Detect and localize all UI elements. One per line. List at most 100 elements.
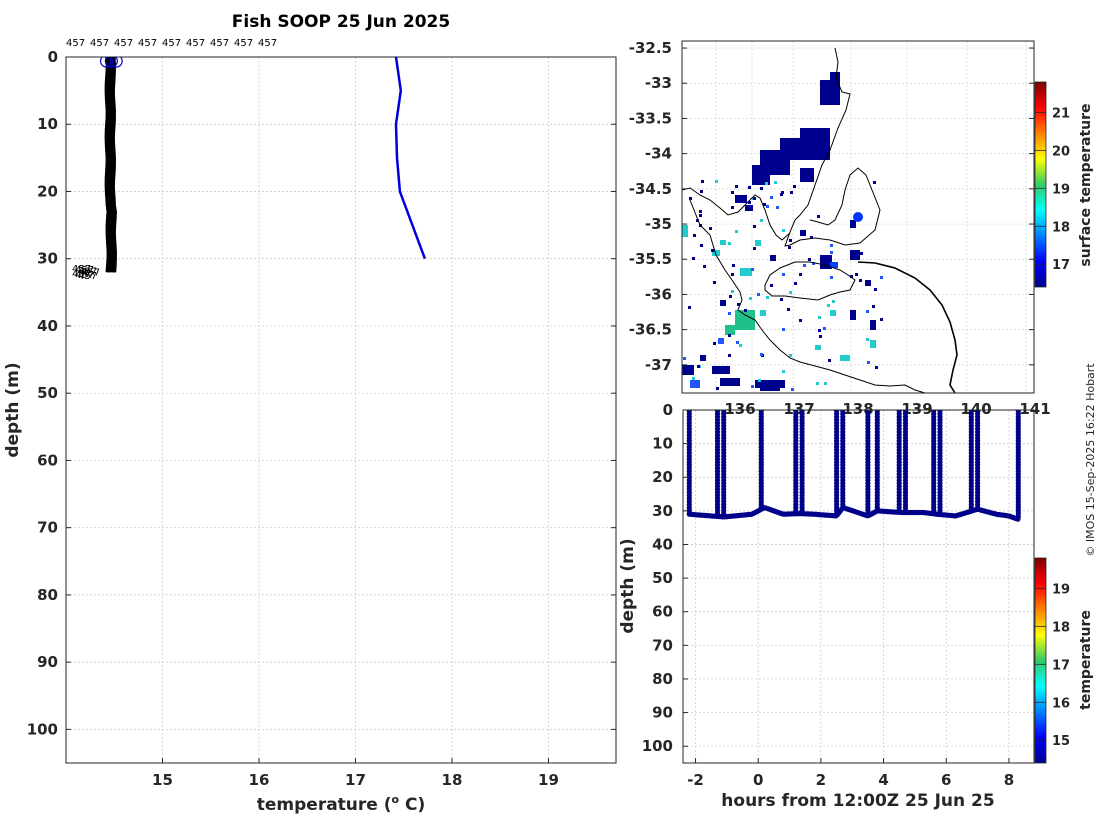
sst-pixel (760, 219, 763, 222)
sst-pixel (867, 361, 870, 364)
sst-pixel-patch (712, 366, 730, 374)
sst-pixel-patch (740, 268, 752, 276)
coastline-gulfs (784, 47, 881, 247)
timeseries-y-tick-label: 20 (652, 468, 673, 486)
sst-pixel (850, 275, 853, 278)
sst-pixel-patch (725, 325, 735, 335)
sst-pixel-patch (850, 220, 856, 228)
sst-pixel (874, 288, 877, 291)
sst-pixel-patch (735, 310, 755, 330)
sst-pixel (753, 197, 756, 200)
sst-pixel (812, 262, 815, 265)
timeseries-x-tick-label: 4 (878, 771, 888, 789)
profile-top-labels: 457 457 457 457 457 457 457 457 457 (66, 38, 277, 49)
map-y-ticks: -32.5 -33 -33.5 -34 -34.5 -35 -35.5 -36 -36.5 -37 (629, 39, 1034, 374)
profile-y-tick-label: 40 (37, 317, 58, 335)
profile-id-label: 457 (186, 38, 205, 49)
timeseries-y-tick-label: 90 (652, 704, 673, 722)
sst-pixel (866, 338, 869, 341)
timeseries-y-tick-label: 10 (652, 435, 673, 453)
colorbar-tick-label: 21 (1052, 106, 1070, 121)
sst-pixel (774, 181, 777, 184)
sst-pixel (791, 388, 794, 391)
timeseries-cast-point (758, 504, 764, 511)
sst-pixel (748, 201, 751, 204)
sst-pixel (731, 191, 734, 194)
coastline-coorong (857, 261, 958, 393)
sst-pixel (709, 227, 712, 230)
map-axes-frame (681, 40, 1035, 394)
sst-pixel (713, 281, 716, 284)
profile-end-label: 457 (72, 264, 91, 275)
map-y-tick-label: -36 (645, 285, 672, 303)
sst-pixel (827, 304, 830, 307)
sst-pixel-patch (820, 255, 832, 269)
sst-pixel-patch (720, 378, 740, 386)
timeseries-cast-point (931, 510, 937, 517)
profile-x-tick-label: 15 (152, 771, 173, 789)
sst-pixel (789, 239, 792, 242)
sst-pixel-patch (690, 380, 700, 388)
sst-pixel (692, 257, 695, 260)
sst-pixel (729, 295, 732, 298)
timeseries-x-tick-label: 0 (753, 771, 763, 789)
profile-y-tick-label: 50 (37, 384, 58, 402)
sst-pixel-patch (752, 165, 770, 185)
sst-pixel (757, 293, 760, 296)
timeseries-y-tick-label: 40 (652, 535, 673, 553)
colorbar-tick-label: 15 (1052, 734, 1070, 749)
sst-pixel (728, 312, 731, 315)
profile-x-label: temperature (o C) (257, 793, 426, 815)
sst-pixel (699, 210, 702, 213)
sst-pixel-patch (850, 310, 856, 320)
sst-pixel (763, 203, 766, 206)
timeseries-cast-point (714, 510, 721, 517)
sst-pixel (810, 236, 813, 239)
sst-pixel (711, 249, 714, 252)
sst-pixel (787, 308, 790, 311)
sst-pixel-patch (830, 310, 836, 316)
sst-pixel (703, 265, 706, 268)
coastline-eyre (682, 187, 791, 241)
timeseries-cast-point (1015, 514, 1021, 520)
sst-pixel (697, 365, 700, 368)
timeseries-cast-point (840, 504, 846, 511)
timeseries-colorbar (1034, 557, 1047, 764)
profile-y-ticks: 0 10 20 30 40 50 60 70 80 90 100 (27, 48, 616, 738)
colorbar-tick-label: 17 (1052, 258, 1070, 273)
map-x-tick-label: 137 (783, 400, 814, 418)
profile-y-label: depth (m) (3, 362, 23, 457)
timeseries-y-tick-label: 50 (652, 569, 673, 587)
sst-pixel (818, 316, 821, 319)
timeseries-cast-point (874, 507, 880, 514)
timeseries-cast-point (686, 510, 692, 517)
sst-pixel (817, 215, 820, 218)
profile-panel: Fish SOOP 25 Jun 2025 15 16 17 18 19 0 10 20 30… (3, 12, 617, 815)
timeseries-cast-point (975, 504, 981, 511)
profile-start-marker (109, 57, 123, 68)
timeseries-cast-point (834, 510, 840, 517)
sst-pixel (782, 370, 785, 373)
sst-pixel (732, 264, 735, 267)
map-y-tick-label: -35 (645, 215, 672, 233)
timeseries-cast-point (968, 507, 974, 514)
timeseries-x-tick-label: 2 (816, 771, 826, 789)
timeseries-y-tick-label: 80 (652, 670, 673, 688)
sst-pixel (790, 191, 793, 194)
sst-pixel-patch (735, 195, 747, 203)
timeseries-axes-frame (682, 409, 1035, 764)
sst-pixel (696, 219, 699, 222)
sst-pixel (823, 327, 826, 330)
sst-pixel-patch (770, 255, 776, 261)
profile-axes-frame (65, 56, 617, 764)
sst-pixel-patch (780, 138, 830, 160)
sst-pixel-patch (800, 168, 814, 182)
map-y-tick-label: -34 (645, 145, 672, 163)
sst-pixel (771, 381, 774, 384)
sst-pixel (880, 318, 883, 321)
map-x-tick-label: 136 (724, 400, 755, 418)
sst-pixel (689, 197, 692, 200)
profile-x-ticks: 15 16 17 18 19 (152, 758, 559, 789)
sst-pixel (782, 229, 785, 232)
